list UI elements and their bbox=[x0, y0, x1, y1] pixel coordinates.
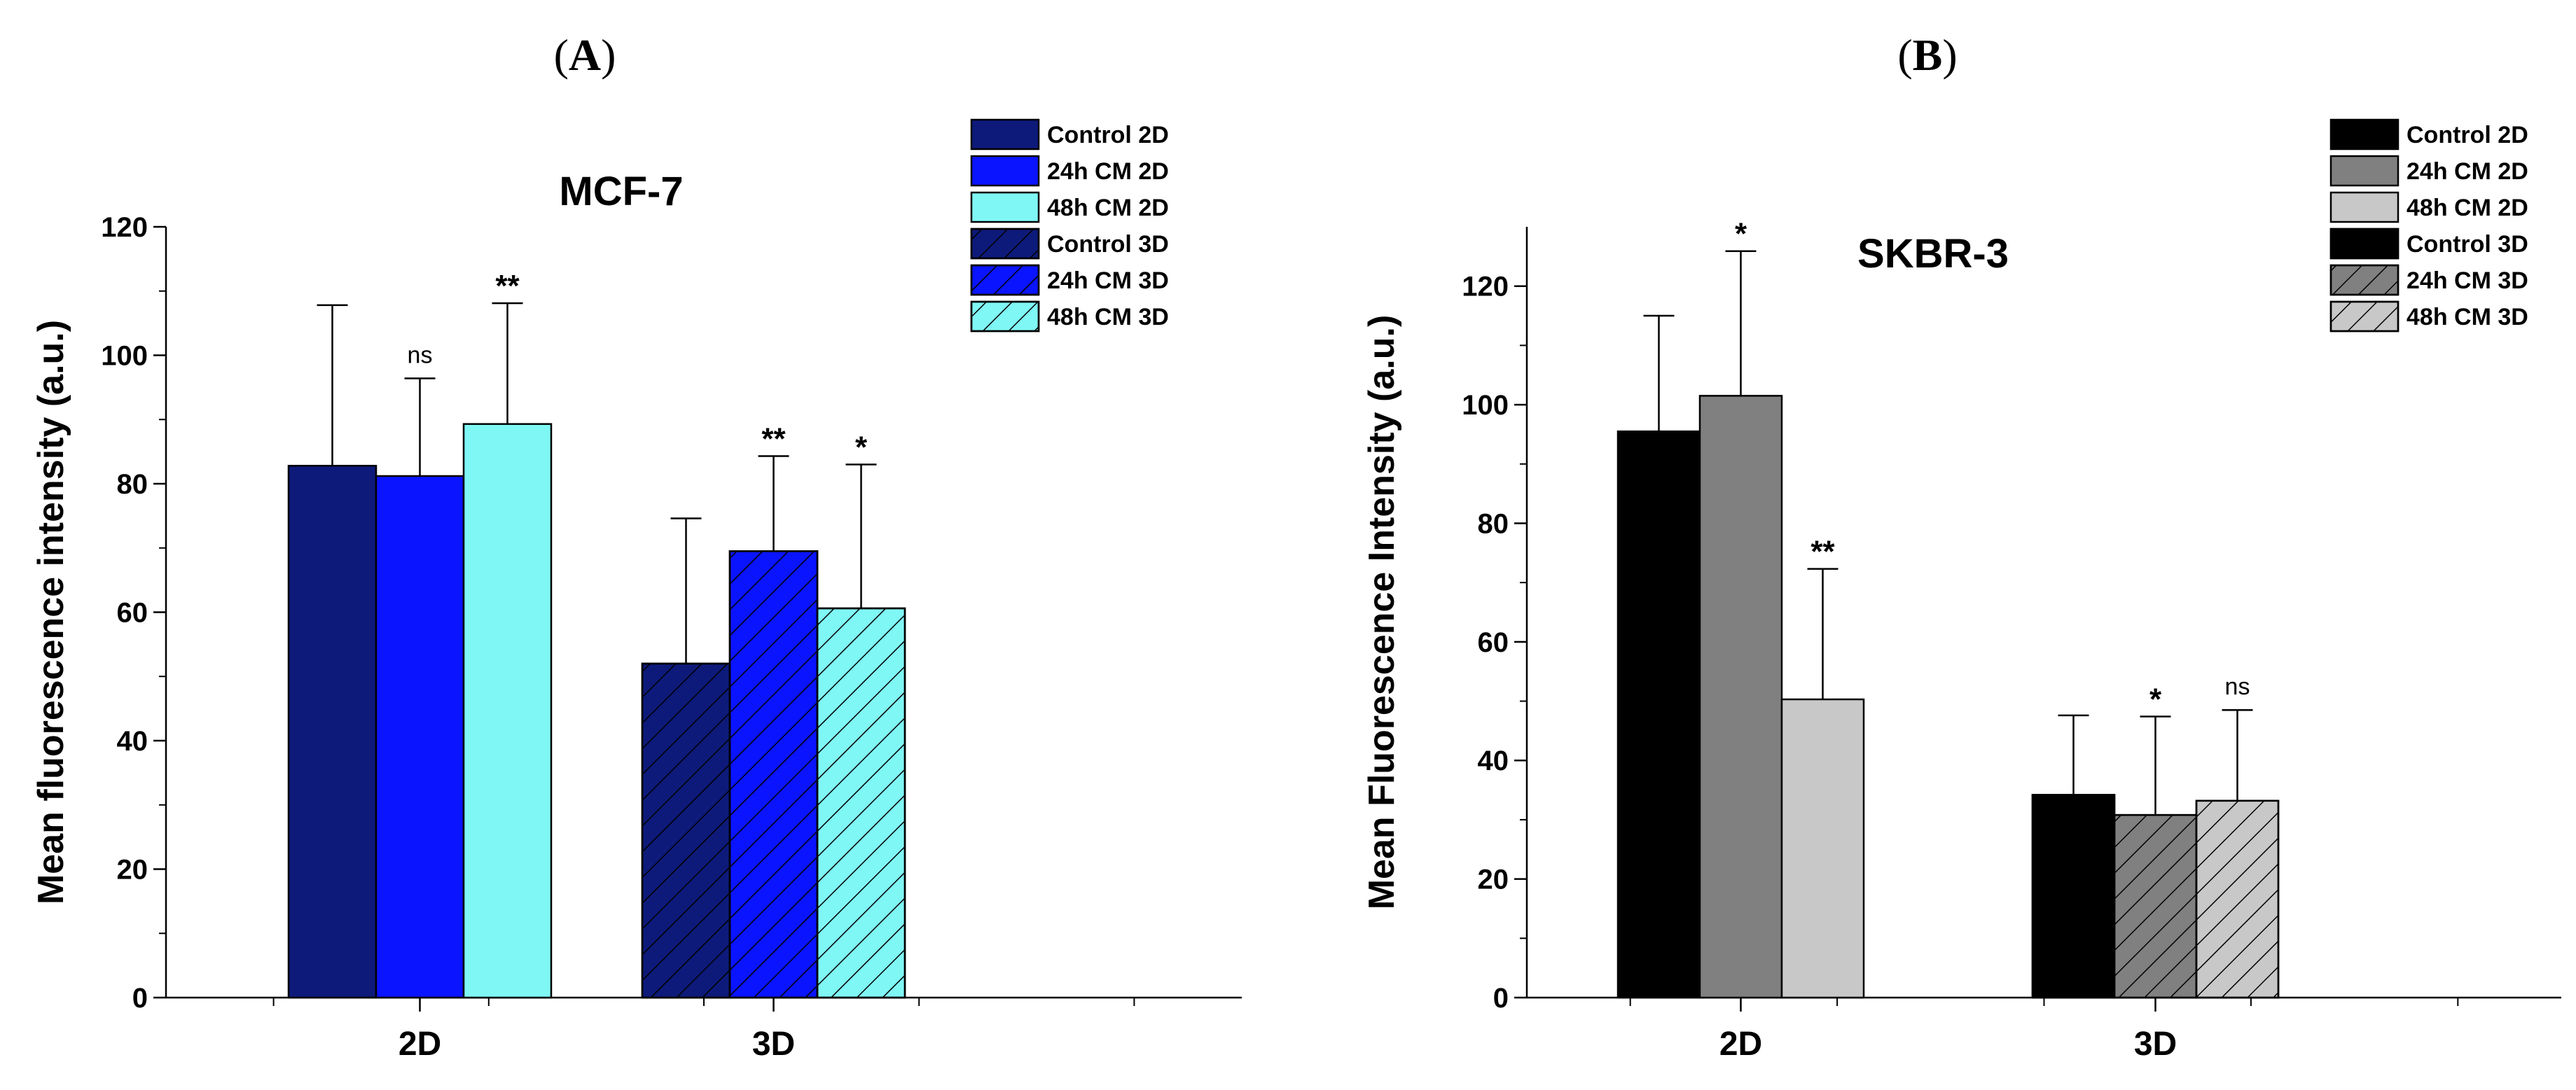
legend-label: 48h CM 3D bbox=[2407, 304, 2528, 330]
panel-label: (A) bbox=[554, 30, 616, 80]
legend-swatch-hatch bbox=[2329, 300, 2400, 333]
bar-hatch bbox=[641, 662, 731, 999]
chart-title: MCF-7 bbox=[559, 169, 683, 214]
significance-label: ** bbox=[761, 422, 786, 456]
legend-label: 48h CM 3D bbox=[1047, 304, 1169, 330]
bar bbox=[462, 423, 553, 999]
legend-label: 24h CM 3D bbox=[1047, 267, 1169, 294]
y-tick-label: 100 bbox=[101, 341, 148, 372]
bar-hatch bbox=[2195, 799, 2280, 999]
legend-swatch-hatch bbox=[970, 300, 1040, 333]
bar bbox=[1698, 395, 1783, 999]
y-tick-label: 60 bbox=[117, 598, 148, 629]
category-label: 3D bbox=[2134, 1026, 2177, 1063]
bar-hatch bbox=[2113, 813, 2198, 999]
legend-swatch-hatch bbox=[970, 264, 1040, 296]
chart-title: SKBR-3 bbox=[1857, 231, 2009, 277]
y-tick-label: 40 bbox=[117, 726, 148, 757]
significance-label: * bbox=[1735, 217, 1747, 251]
legend-swatch bbox=[2329, 118, 2400, 151]
legend-swatch bbox=[970, 191, 1040, 223]
y-tick-label: 60 bbox=[1478, 627, 1509, 658]
y-tick-label: 80 bbox=[117, 469, 148, 500]
legend-label: Control 2D bbox=[1047, 122, 1169, 148]
panel-b: (B) SKBR-3 Mean Fluorescence Intensity (a.… bbox=[1362, 30, 2561, 1063]
y-tick-label: 100 bbox=[1462, 390, 1509, 421]
bar bbox=[287, 465, 378, 999]
legend-label: Control 3D bbox=[1047, 231, 1169, 258]
legend-label: 48h CM 2D bbox=[1047, 195, 1169, 221]
legend-swatch bbox=[2329, 191, 2400, 223]
y-tick-label: 80 bbox=[1478, 508, 1509, 539]
bar-hatch bbox=[728, 550, 819, 999]
significance-label: * bbox=[2149, 683, 2162, 717]
y-tick-label: 20 bbox=[1478, 865, 1509, 895]
legend-swatch bbox=[2329, 155, 2400, 187]
category-label: 2D bbox=[1719, 1026, 1762, 1063]
y-tick-label: 0 bbox=[132, 983, 148, 1014]
bar-hatch bbox=[816, 607, 906, 999]
category-label: 2D bbox=[399, 1026, 441, 1063]
legend-swatch bbox=[970, 155, 1040, 187]
category-label: 3D bbox=[752, 1026, 795, 1063]
legend-swatch-hatch bbox=[970, 228, 1040, 260]
y-tick-label: 0 bbox=[1493, 983, 1509, 1014]
legend-label: 24h CM 2D bbox=[2407, 158, 2528, 185]
legend-swatch-hatch bbox=[2329, 228, 2400, 260]
y-tick-label: 120 bbox=[101, 212, 148, 243]
y-tick-label: 40 bbox=[1478, 746, 1509, 776]
legend-label: 48h CM 2D bbox=[2407, 195, 2528, 221]
y-axis-title: Mean fluorescence intensity (a.u.) bbox=[31, 320, 71, 904]
significance-label: ** bbox=[495, 269, 520, 303]
bar bbox=[1780, 698, 1865, 999]
bar bbox=[1616, 430, 1701, 999]
significance-label: * bbox=[855, 430, 868, 464]
y-tick-label: 20 bbox=[117, 855, 148, 886]
y-tick-label: 120 bbox=[1462, 272, 1509, 302]
legend-label: 24h CM 3D bbox=[2407, 267, 2528, 294]
panel-a: (A) MCF-7 Mean fluorescence intensity (a.u… bbox=[31, 30, 1242, 1063]
y-axis-title: Mean Fluorescence Intensity (a.u.) bbox=[1362, 315, 1402, 910]
panel-label: (B) bbox=[1897, 30, 1957, 80]
legend-label: Control 3D bbox=[2407, 231, 2528, 258]
legend-swatch bbox=[970, 118, 1040, 151]
legend-label: Control 2D bbox=[2407, 122, 2528, 148]
significance-label: ** bbox=[1810, 535, 1835, 569]
significance-label: ns bbox=[408, 342, 433, 369]
bar bbox=[375, 475, 465, 999]
bar-hatch bbox=[2031, 794, 2116, 999]
legend-label: 24h CM 2D bbox=[1047, 158, 1169, 185]
legend-swatch-hatch bbox=[2329, 264, 2400, 296]
significance-label: ns bbox=[2225, 673, 2250, 700]
